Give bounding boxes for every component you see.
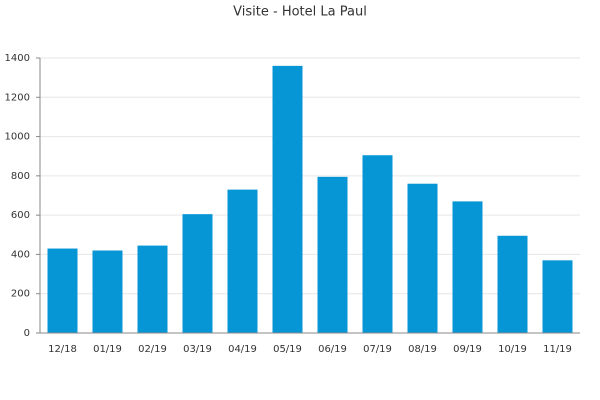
bar xyxy=(407,183,438,333)
y-tick-label: 400 xyxy=(11,249,30,260)
bar xyxy=(92,250,123,333)
x-tick-label: 08/19 xyxy=(408,344,437,355)
x-tick-label: 01/19 xyxy=(93,344,122,355)
x-tick-label: 09/19 xyxy=(453,344,482,355)
x-tick-label: 10/19 xyxy=(498,344,527,355)
bar xyxy=(137,245,168,333)
chart-title: Visite - Hotel La Paul xyxy=(233,5,367,20)
x-tick-label: 11/19 xyxy=(543,344,572,355)
y-tick-label: 1400 xyxy=(5,53,30,64)
bar xyxy=(542,260,573,333)
bar xyxy=(227,189,258,333)
y-tick-label: 600 xyxy=(11,210,30,221)
bar xyxy=(182,214,213,333)
y-tick-label: 1200 xyxy=(5,92,30,103)
x-tick-label: 06/19 xyxy=(318,344,347,355)
x-tick-label: 04/19 xyxy=(228,344,257,355)
bar xyxy=(452,201,483,333)
x-tick-label: 05/19 xyxy=(273,344,302,355)
x-tick-label: 12/18 xyxy=(48,344,77,355)
bar xyxy=(317,176,348,333)
bar xyxy=(47,248,78,333)
x-tick-label: 07/19 xyxy=(363,344,392,355)
x-tick-label: 03/19 xyxy=(183,344,212,355)
bar xyxy=(497,235,528,333)
y-tick-label: 1000 xyxy=(5,132,30,143)
y-tick-label: 200 xyxy=(11,289,30,300)
bar xyxy=(362,155,393,333)
bar xyxy=(272,65,303,333)
y-tick-label: 0 xyxy=(24,328,30,339)
y-tick-label: 800 xyxy=(11,171,30,182)
x-tick-label: 02/19 xyxy=(138,344,167,355)
